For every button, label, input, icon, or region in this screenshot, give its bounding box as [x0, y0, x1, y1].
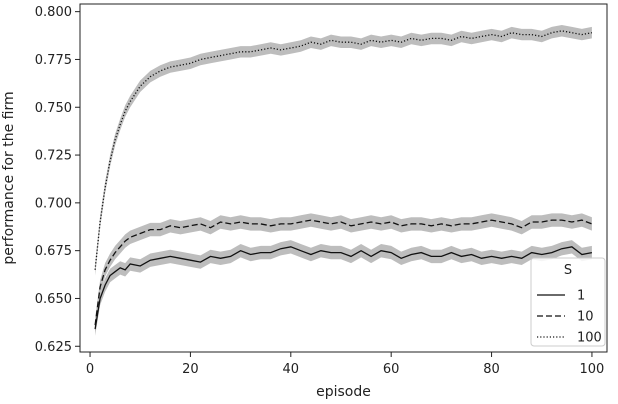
series-band-1: [95, 240, 592, 336]
y-tick-label: 0.750: [35, 101, 72, 116]
legend: S 1 10 100: [530, 257, 606, 347]
series-line-1: [94, 246, 593, 330]
series-line-100: [94, 30, 593, 270]
y-tick-label: 0.775: [35, 53, 72, 68]
x-tick-label: 0: [86, 362, 94, 377]
y-tick-label: 0.800: [35, 5, 72, 20]
x-axis-ticks: 0 20 40 60 80 100: [86, 352, 604, 377]
legend-label-10: 10: [577, 310, 594, 325]
legend-box: [530, 257, 606, 347]
legend-items: 1 10 100: [537, 289, 602, 346]
x-tick-label: 100: [580, 362, 605, 377]
y-tick-label: 0.650: [35, 292, 72, 307]
x-tick-label: 80: [483, 362, 500, 377]
x-tick-label: 20: [182, 362, 199, 377]
confidence-bands: [95, 25, 592, 336]
plot-area-frame: [79, 3, 608, 353]
y-axis-ticks: 0.625 0.650 0.675 0.700 0.725 0.750 0.775 0.800: [35, 5, 80, 355]
series-line-10: [94, 219, 593, 326]
y-tick-label: 0.625: [35, 340, 72, 355]
series-lines: [94, 30, 593, 330]
y-tick-label: 0.675: [35, 244, 72, 259]
series-band-100: [95, 25, 592, 276]
y-tick-label: 0.725: [35, 149, 72, 164]
y-axis-label: performance for the firm: [1, 91, 17, 264]
legend-title: S: [564, 263, 572, 278]
legend-label-100: 100: [577, 331, 602, 346]
x-tick-label: 60: [383, 362, 400, 377]
y-tick-label: 0.700: [35, 196, 72, 211]
series-band-10: [95, 213, 592, 332]
legend-label-1: 1: [577, 289, 585, 304]
x-axis-label: episode: [316, 384, 371, 400]
x-tick-label: 40: [283, 362, 300, 377]
